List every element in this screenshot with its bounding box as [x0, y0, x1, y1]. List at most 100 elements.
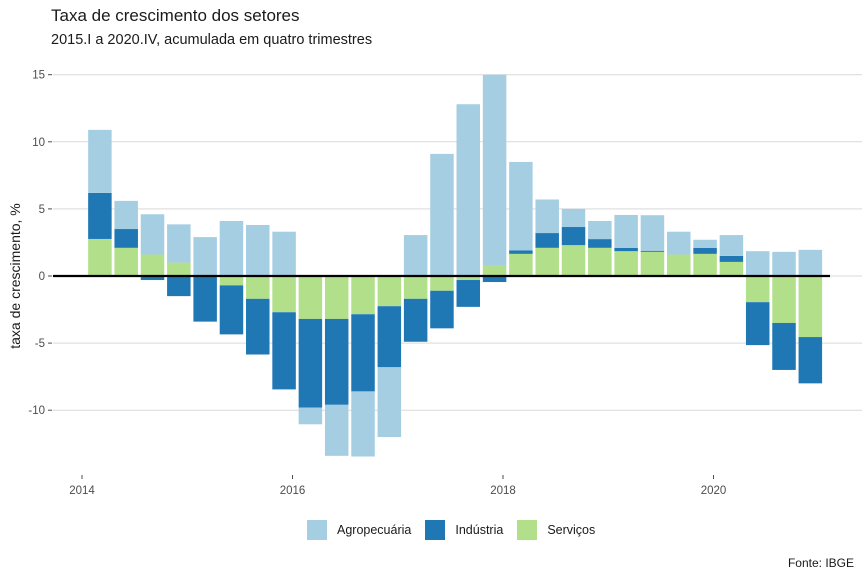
- chart-title: Taxa de crescimento dos setores: [51, 6, 300, 25]
- x-tick-label: 2014: [69, 485, 95, 497]
- bar-servicos: [219, 276, 244, 286]
- y-tick-label: 10: [32, 137, 45, 149]
- bar-servicos: [482, 265, 507, 276]
- bar-agropecuaria: [745, 251, 770, 276]
- legend: Agropecuária Indústria Serviços: [307, 520, 609, 540]
- bar-industria: [535, 233, 559, 248]
- x-axis: 2014 2016 2018 2020: [69, 475, 726, 497]
- y-tick-label: -5: [35, 338, 45, 350]
- bar-agropecuaria: [798, 249, 823, 276]
- legend-label: Serviços: [547, 523, 596, 537]
- bar-industria: [114, 229, 138, 248]
- legend-label: Agropecuária: [337, 523, 412, 537]
- bar-servicos: [614, 251, 638, 276]
- bar-servicos: [351, 276, 375, 315]
- bar-agropecuaria: [772, 251, 796, 276]
- bar-agropecuaria: [509, 161, 533, 251]
- bar-industria: [456, 280, 481, 307]
- bar-servicos: [745, 276, 770, 303]
- y-tick-label: 5: [39, 204, 45, 216]
- bar-servicos: [535, 247, 559, 276]
- bar-agropecuaria: [588, 220, 612, 240]
- bar-servicos: [798, 276, 823, 338]
- bar-industria: [88, 192, 112, 239]
- bar-servicos: [272, 276, 296, 313]
- bar-agropecuaria: [351, 391, 375, 457]
- bar-industria: [403, 298, 428, 342]
- legend-item-agropecuaria: Agropecuária: [307, 520, 411, 540]
- legend-swatch-industria: [425, 520, 446, 540]
- bar-agropecuaria: [561, 208, 586, 228]
- bar-agropecuaria: [324, 404, 349, 456]
- bar-industria: [167, 276, 191, 297]
- bar-industria: [246, 298, 270, 355]
- legend-item-industria: Indústria: [425, 520, 503, 540]
- bar-servicos: [456, 276, 481, 281]
- legend-label: Indústria: [455, 523, 504, 537]
- bar-servicos: [719, 261, 744, 276]
- y-tick-label: 0: [39, 271, 45, 283]
- bar-agropecuaria: [272, 231, 296, 276]
- bar-agropecuaria: [430, 153, 454, 276]
- bar-industria: [482, 276, 507, 283]
- x-tick-label: 2020: [701, 485, 727, 497]
- x-tick-label: 2016: [280, 485, 306, 497]
- bar-industria: [509, 250, 533, 254]
- bar-servicos: [167, 262, 191, 276]
- bar-industria: [377, 306, 402, 368]
- y-axis-title: taxa de crescimento, %: [7, 203, 23, 349]
- bar-agropecuaria: [614, 214, 638, 248]
- bar-industria: [693, 247, 717, 254]
- legend-swatch-agropecuaria: [307, 520, 327, 540]
- bar-servicos: [667, 254, 691, 276]
- bar-industria: [588, 239, 612, 248]
- bar-agropecuaria: [693, 239, 717, 248]
- bar-industria: [719, 255, 744, 262]
- bar-industria: [430, 290, 454, 329]
- bar-servicos: [114, 247, 138, 276]
- bar-industria: [745, 302, 770, 346]
- bar-industria: [219, 285, 244, 335]
- bar-servicos: [561, 245, 586, 276]
- bar-agropecuaria: [167, 224, 191, 263]
- bar-agropecuaria: [114, 200, 138, 230]
- bar-agropecuaria: [88, 129, 112, 193]
- chart-subtitle: 2015.I a 2020.IV, acumulada em quatro tr…: [51, 32, 373, 48]
- bar-servicos: [377, 276, 402, 307]
- bar-industria: [561, 227, 586, 246]
- y-tick-label: -10: [28, 405, 45, 417]
- bar-industria: [140, 276, 165, 281]
- bar-servicos: [298, 276, 323, 319]
- bar-agropecuaria: [640, 215, 665, 251]
- bar-servicos: [403, 276, 428, 299]
- bar-industria: [324, 318, 349, 405]
- bar-servicos: [640, 251, 665, 276]
- bar-servicos: [246, 276, 270, 299]
- bar-agropecuaria: [719, 235, 744, 256]
- bar-industria: [640, 250, 665, 252]
- legend-item-servicos: Serviços: [517, 520, 595, 540]
- bar-servicos: [772, 276, 796, 323]
- bar-agropecuaria: [298, 407, 323, 425]
- bar-servicos: [88, 238, 112, 276]
- bar-agropecuaria: [403, 235, 428, 276]
- bar-agropecuaria: [219, 220, 244, 276]
- bar-industria: [798, 337, 823, 384]
- source-caption: Fonte: IBGE: [787, 556, 854, 570]
- bar-servicos: [509, 253, 533, 276]
- bar-agropecuaria: [193, 237, 217, 276]
- bar-agropecuaria: [667, 231, 691, 255]
- bar-servicos: [693, 253, 717, 276]
- y-tick-label: 15: [32, 70, 45, 82]
- bar-industria: [772, 322, 796, 370]
- bar-servicos: [430, 276, 454, 291]
- bar-agropecuaria: [535, 199, 559, 234]
- y-axis: -10 -5 0 5 10 15: [28, 70, 52, 417]
- bar-servicos: [588, 247, 612, 276]
- bar-industria: [614, 247, 638, 252]
- bar-industria: [193, 276, 217, 322]
- bar-industria: [351, 314, 375, 392]
- x-tick-label: 2018: [490, 485, 516, 497]
- bar-agropecuaria: [246, 225, 270, 276]
